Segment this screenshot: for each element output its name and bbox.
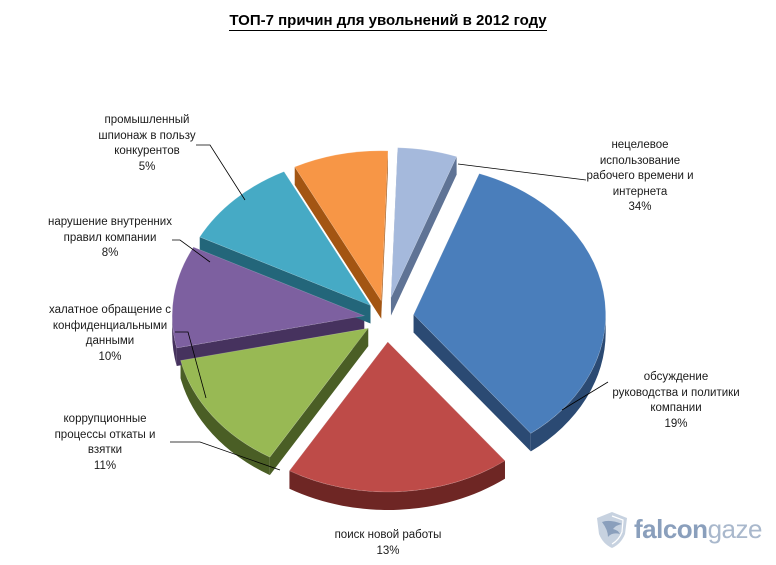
- slice-1-top: [413, 173, 606, 434]
- slice-label-1-line-2: использование: [599, 154, 681, 167]
- slice-label-4: коррупционные процессы откаты и взятки 11%: [35, 412, 175, 474]
- slice-value-6: 8%: [101, 247, 119, 259]
- slice-label-5-line-2: конфиденциальными: [52, 319, 168, 332]
- slice-label-1-line-3: рабочего времени и: [586, 170, 694, 182]
- slice-2-top: [289, 341, 506, 493]
- leader-line-6: [172, 239, 211, 263]
- slice-label-7: промышленный шпионаж в пользу конкурентов 5…: [77, 113, 217, 175]
- slice-value-2: 19%: [664, 417, 688, 430]
- slice-label-5-line-3: данными: [85, 335, 135, 347]
- chart-title-text: ТОП-7 причин для увольнений в 2012 году: [229, 12, 547, 31]
- brand-name-light: gaze: [707, 514, 763, 544]
- slice-label-2: обсуждение руководства и политики компании…: [601, 370, 751, 432]
- slice-1-rim: [530, 314, 606, 452]
- slice-value-7: 5%: [138, 160, 156, 173]
- slice-label-5: халатное обращение с конфиденциальными дан…: [35, 303, 185, 365]
- slice-2-rim: [289, 460, 505, 510]
- slice-label-2-line-2: руководства и политики: [612, 386, 740, 399]
- slice-6-top: [294, 150, 389, 302]
- leader-line-4: [170, 441, 281, 471]
- slice-4-rim: [172, 315, 177, 366]
- slice-value-3: 13%: [376, 544, 400, 557]
- slice-3-rim: [180, 360, 270, 476]
- slice-label-3: поиск новой работы 13%: [318, 528, 458, 559]
- slice-label-7-line-2: шпионаж в пользу: [98, 129, 196, 142]
- slice-7-wall: [390, 156, 457, 316]
- slice-6-wall: [381, 150, 388, 319]
- slice-4-top: [171, 246, 366, 349]
- slice-value-4: 11%: [93, 459, 117, 472]
- slice-value-1: 34%: [628, 201, 652, 213]
- slice-5-top: [199, 171, 372, 307]
- slice-label-1-line-4: интернета: [612, 185, 668, 198]
- slice-label-1: нецелевое использование рабочего времени и…: [570, 138, 710, 216]
- falcon-shield-icon: [597, 512, 627, 548]
- slice-1-wall: [413, 314, 531, 452]
- slice-label-4-line-3: взятки: [87, 444, 123, 456]
- pie-slice-tops: [171, 147, 606, 493]
- brand-logo: falcongaze: [594, 508, 764, 550]
- slice-7-top: [390, 147, 458, 298]
- leader-line-2: [561, 381, 609, 411]
- slice-label-5-line-1: халатное обращение с: [48, 304, 172, 316]
- brand-name-bold: falcon: [634, 514, 708, 544]
- slice-label-6: нарушение внутренних правил компании 8%: [35, 215, 185, 262]
- slice-label-4-line-2: процессы откаты и: [54, 428, 156, 441]
- slice-6-wall: [294, 166, 382, 319]
- slice-3-top: [180, 327, 369, 458]
- leader-line-7: [196, 144, 246, 201]
- slice-value-5: 10%: [98, 350, 122, 363]
- slice-label-2-line-3: компании: [650, 402, 702, 414]
- slice-label-6-line-2: правил компании: [63, 231, 157, 244]
- leader-lines: [170, 144, 609, 471]
- slice-label-2-line-1: обсуждение: [643, 371, 709, 383]
- slice-label-6-line-1: нарушение внутренних: [48, 216, 172, 228]
- slice-3-wall: [269, 328, 369, 476]
- slice-label-7-line-1: промышленный: [104, 114, 190, 126]
- slice-label-7-line-3: конкурентов: [114, 145, 180, 157]
- chart-title: ТОП-7 причин для увольнений в 2012 году: [0, 12, 776, 31]
- slice-label-4-line-1: коррупционные: [63, 413, 147, 425]
- brand-wordmark: falcongaze: [634, 514, 762, 545]
- slice-label-3-line-1: поиск новой работы: [334, 529, 442, 541]
- leader-line-5: [175, 331, 207, 399]
- slice-label-1-line-1: нецелевое: [611, 139, 669, 151]
- leader-line-1: [457, 163, 587, 181]
